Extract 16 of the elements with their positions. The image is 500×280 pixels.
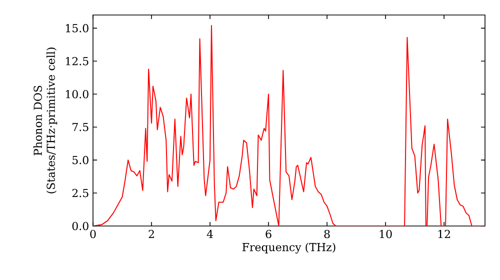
y-tick-label: 12.5 bbox=[66, 56, 88, 66]
y-tick-label: 15.0 bbox=[66, 24, 88, 32]
y-tick-label: 5.0 bbox=[72, 156, 88, 164]
x-tick-label: 0 bbox=[90, 230, 96, 238]
x-tick-label: 12 bbox=[438, 230, 450, 238]
x-tick-label: 2 bbox=[148, 230, 154, 238]
x-tick-label: 8 bbox=[324, 230, 330, 238]
y-tick-label: 7.5 bbox=[72, 123, 88, 132]
y-tick-label: 10.0 bbox=[66, 90, 88, 98]
x-tick-label: 10 bbox=[380, 230, 392, 238]
y-axis-title: Phonon DOS (States/THz·primitive cell) bbox=[33, 48, 58, 194]
y-tick-label: 0.0 bbox=[72, 222, 88, 230]
x-tick-label: 4 bbox=[206, 230, 213, 238]
y-tick-label: 2.5 bbox=[72, 188, 88, 198]
x-tick-label: 6 bbox=[266, 230, 272, 238]
x-axis-title: Frequency (THz) bbox=[242, 242, 336, 254]
